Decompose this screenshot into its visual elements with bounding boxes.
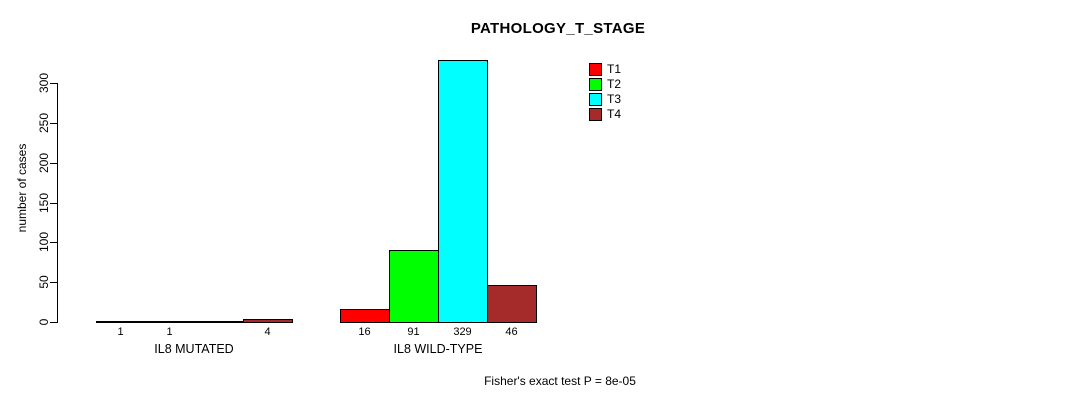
y-tick-label: 100 — [37, 232, 51, 253]
y-axis-label: number of cases — [15, 143, 29, 233]
bar-value-label: 4 — [264, 326, 271, 338]
bar-value-label: 1 — [166, 326, 173, 338]
y-tick-mark — [50, 282, 57, 284]
legend-swatch-icon — [589, 78, 602, 91]
legend-label: T2 — [607, 77, 622, 91]
bar-value-label: 1 — [117, 326, 124, 338]
legend-item-t3: T3 — [589, 92, 621, 107]
group-label-1: IL8 MUTATED — [154, 342, 234, 356]
y-tick-label: 300 — [37, 72, 51, 94]
y-tick-mark — [50, 202, 57, 204]
legend-item-t4: T4 — [589, 107, 621, 122]
y-tick-label: 0 — [37, 318, 51, 326]
bar-value-label: 46 — [505, 326, 518, 338]
bar-t1-group1 — [96, 321, 146, 323]
legend-label: T1 — [607, 62, 622, 76]
y-tick-mark — [50, 242, 57, 244]
y-tick-label: 200 — [37, 152, 51, 173]
bar-t3-group1 — [194, 321, 244, 323]
fisher-test-annotation: Fisher's exact test P = 8e-05 — [484, 374, 636, 388]
y-axis-line — [57, 83, 58, 323]
legend-label: T3 — [607, 92, 622, 106]
legend-item-t2: T2 — [589, 77, 621, 92]
bar-value-label: 91 — [407, 326, 420, 338]
chart-title: PATHOLOGY_T_STAGE — [470, 20, 646, 37]
y-tick-label: 250 — [37, 112, 51, 133]
y-tick-mark — [50, 162, 57, 164]
legend-swatch-icon — [589, 93, 602, 106]
bar-value-label: 16 — [358, 326, 371, 338]
y-tick-mark — [50, 322, 57, 323]
bar-t3-group2 — [438, 60, 488, 323]
bar-t2-group1 — [145, 321, 195, 323]
group-label-2: IL8 WILD-TYPE — [393, 342, 483, 356]
bar-t4-group1 — [243, 319, 293, 323]
bar-t1-group2 — [340, 309, 390, 323]
bar-t4-group2 — [487, 285, 537, 323]
legend-swatch-icon — [589, 63, 602, 76]
bar-t2-group2 — [389, 250, 439, 323]
legend: T1 T2 T3 T4 — [589, 62, 621, 122]
y-tick-label: 150 — [37, 192, 51, 213]
y-tick-mark — [50, 122, 57, 124]
y-tick-label: 50 — [37, 275, 51, 289]
y-tick-mark — [50, 83, 57, 84]
legend-swatch-icon — [589, 108, 602, 121]
legend-item-t1: T1 — [589, 62, 621, 77]
legend-label: T4 — [607, 107, 622, 121]
bar-value-label: 329 — [453, 326, 472, 338]
